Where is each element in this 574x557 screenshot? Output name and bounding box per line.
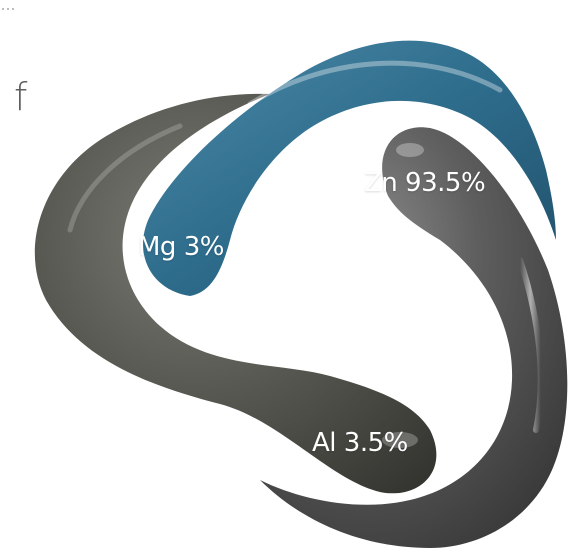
mg-label: Mg 3% [138, 232, 224, 262]
mg-highlight [247, 60, 503, 107]
al-label: Al 3.5% [312, 428, 408, 458]
zn-segment [260, 127, 568, 549]
mg-segment [143, 40, 556, 297]
panel-label: f [14, 75, 28, 119]
al-tip-highlight [382, 432, 418, 448]
al-highlight [67, 123, 183, 233]
al-segment [34, 93, 437, 494]
zn-highlight [517, 257, 544, 433]
zn-tip-highlight [396, 143, 424, 157]
zn-label: Zn 93.5% [364, 168, 486, 198]
corner-dots [2, 8, 16, 14]
